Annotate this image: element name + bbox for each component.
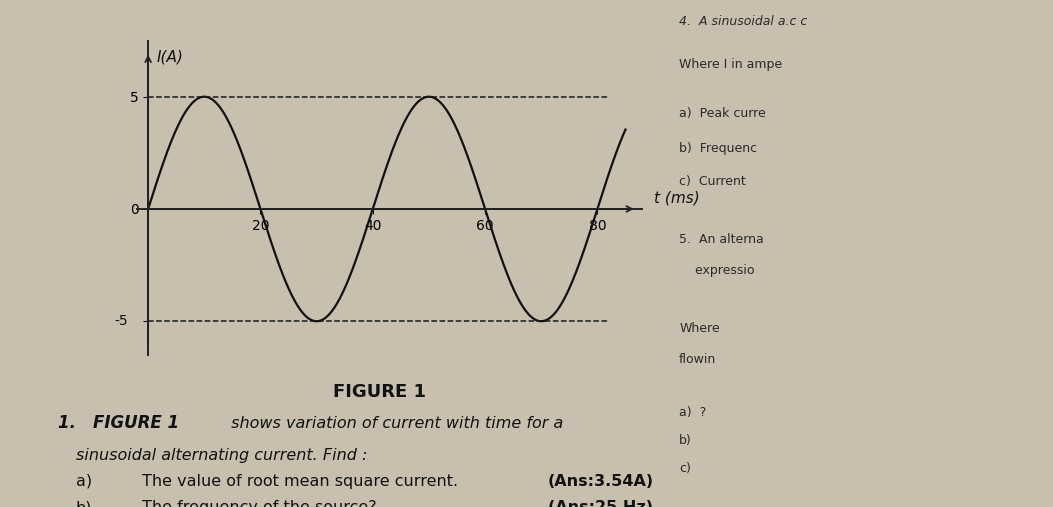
Text: Where: Where [679,322,720,335]
Text: expressio: expressio [679,264,755,277]
Text: flowin: flowin [679,352,716,366]
Text: c)  Current: c) Current [679,175,746,188]
Text: c): c) [679,461,691,475]
Text: Where I in ampe: Where I in ampe [679,58,782,71]
Text: a)  Peak curre: a) Peak curre [679,106,766,120]
Text: I(A): I(A) [157,50,183,64]
Text: (Ans:3.54A): (Ans:3.54A) [548,474,654,489]
Text: FIGURE 1: FIGURE 1 [333,383,425,401]
Text: The frequency of the source?: The frequency of the source? [142,500,377,507]
Text: b): b) [679,433,692,447]
Text: b)  Frequenc: b) Frequenc [679,142,757,155]
Text: FIGURE 1: FIGURE 1 [93,414,179,432]
Text: a)  ?: a) ? [679,406,707,419]
Text: shows variation of current with time for a: shows variation of current with time for… [226,416,563,431]
Text: 5.  An alterna: 5. An alterna [679,233,763,246]
Text: t (ms): t (ms) [654,190,699,205]
Text: The value of root mean square current.: The value of root mean square current. [142,474,458,489]
Text: sinusoidal alternating current. Find :: sinusoidal alternating current. Find : [76,448,367,463]
Text: 1.: 1. [58,414,87,432]
Text: -5: -5 [115,314,128,328]
Text: (Ans:25 Hz): (Ans:25 Hz) [548,500,653,507]
Text: 4.  A sinusoidal a.c c: 4. A sinusoidal a.c c [679,15,808,28]
Text: a): a) [76,474,92,489]
Text: b): b) [76,500,93,507]
